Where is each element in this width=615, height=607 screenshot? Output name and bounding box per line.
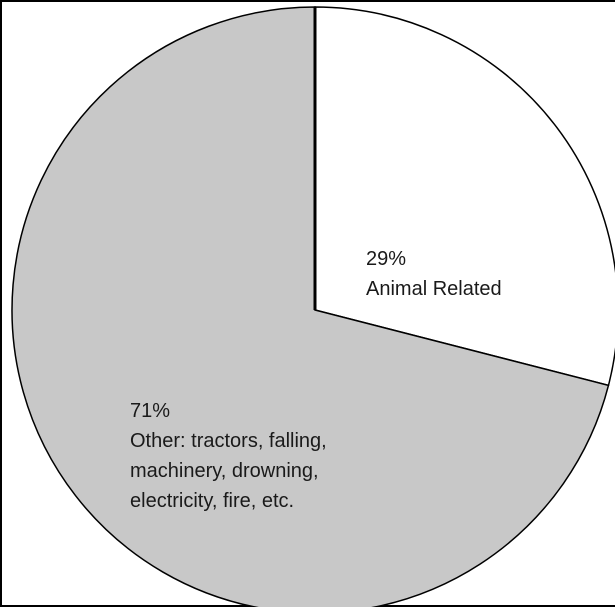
slice-category-label: Animal Related [366,278,502,300]
pie-labels: 29% Animal Related 71% Other: tractors, fal… [130,248,502,512]
slice-category-label: machinery, drowning, [130,460,319,482]
pie-slice-2 [11,6,610,607]
pie-slice-1 [314,6,615,387]
slice-label-1: 29% Animal Related [366,248,502,300]
slice-category-label: electricity, fire, etc. [130,490,294,512]
slice-category-label: Other: tractors, falling, [130,430,327,452]
slice-label-2: 71% Other: tractors, falling, machinery, d… [130,400,327,512]
pie-slices [11,6,615,607]
slice-percent-label: 71% [130,400,170,422]
slice-percent-label: 29% [366,248,406,270]
